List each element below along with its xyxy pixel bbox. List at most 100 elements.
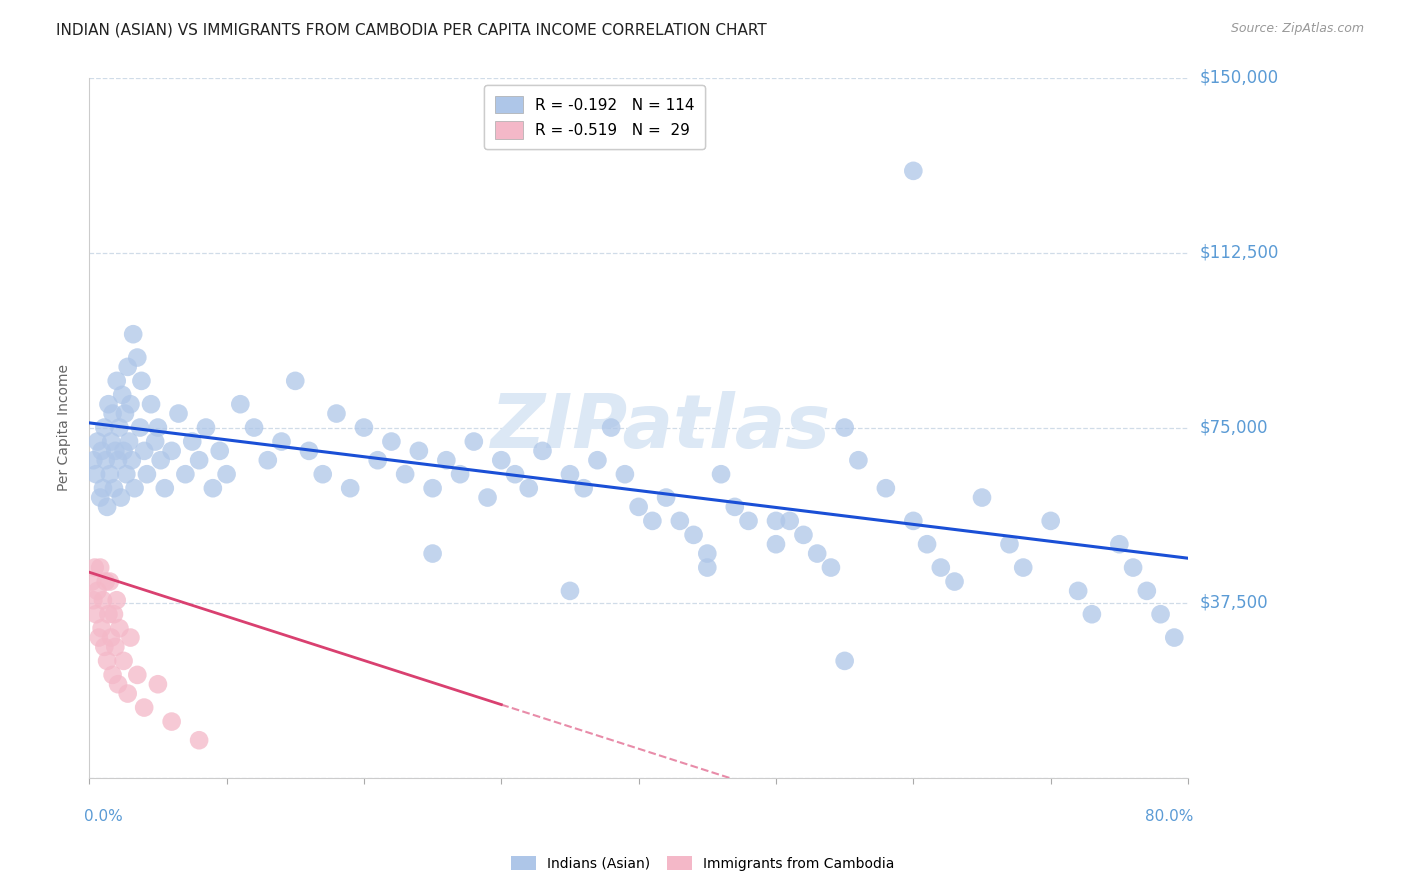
Point [834, 420, 856, 434]
Point [93, 640, 115, 654]
Point [613, 467, 636, 482]
Point [669, 514, 692, 528]
Point [1136, 583, 1159, 598]
Point [1081, 607, 1104, 622]
Point [111, 388, 134, 402]
Point [174, 467, 197, 482]
Point [765, 514, 787, 528]
Point [108, 420, 131, 434]
Point [96, 654, 118, 668]
Point [153, 481, 176, 495]
Point [943, 574, 966, 589]
Point [84, 607, 107, 622]
Point [98, 467, 121, 482]
Point [434, 453, 457, 467]
Point [380, 434, 402, 449]
Point [367, 453, 389, 467]
Point [848, 453, 870, 467]
Point [103, 481, 125, 495]
Point [86, 583, 108, 598]
Point [127, 668, 149, 682]
Legend: Indians (Asian), Immigrants from Cambodia: Indians (Asian), Immigrants from Cambodi… [506, 850, 900, 876]
Point [1067, 583, 1090, 598]
Point [89, 560, 111, 574]
Point [970, 491, 993, 505]
Point [94, 453, 117, 467]
Point [477, 491, 499, 505]
Point [96, 500, 118, 514]
Point [1163, 631, 1185, 645]
Point [97, 607, 120, 622]
Y-axis label: Per Capita Income: Per Capita Income [58, 364, 72, 491]
Point [107, 453, 129, 467]
Point [188, 733, 211, 747]
Point [93, 420, 115, 434]
Point [181, 434, 204, 449]
Point [97, 397, 120, 411]
Point [101, 407, 124, 421]
Point [463, 434, 485, 449]
Point [98, 574, 121, 589]
Point [834, 654, 856, 668]
Point [517, 481, 540, 495]
Text: $112,500: $112,500 [1199, 244, 1278, 261]
Point [903, 164, 925, 178]
Point [89, 491, 111, 505]
Point [188, 453, 211, 467]
Point [765, 537, 787, 551]
Point [339, 481, 361, 495]
Point [903, 514, 925, 528]
Point [284, 374, 307, 388]
Point [820, 560, 842, 574]
Text: 0.0%: 0.0% [84, 809, 122, 824]
Point [627, 500, 650, 514]
Point [103, 607, 125, 622]
Point [449, 467, 471, 482]
Point [353, 420, 375, 434]
Point [101, 668, 124, 682]
Point [146, 677, 169, 691]
Point [1108, 537, 1130, 551]
Point [84, 467, 107, 482]
Point [82, 453, 104, 467]
Point [104, 640, 127, 654]
Point [90, 621, 112, 635]
Point [696, 560, 718, 574]
Point [90, 443, 112, 458]
Point [1149, 607, 1171, 622]
Point [325, 407, 347, 421]
Point [167, 407, 190, 421]
Point [105, 374, 128, 388]
Point [875, 481, 897, 495]
Point [160, 443, 183, 458]
Point [83, 560, 105, 574]
Text: INDIAN (ASIAN) VS IMMIGRANTS FROM CAMBODIA PER CAPITA INCOME CORRELATION CHART: INDIAN (ASIAN) VS IMMIGRANTS FROM CAMBOD… [56, 22, 768, 37]
Point [491, 453, 513, 467]
Point [149, 453, 172, 467]
Point [91, 481, 114, 495]
Point [118, 434, 141, 449]
Point [91, 593, 114, 607]
Point [129, 420, 152, 434]
Point [134, 700, 156, 714]
Point [779, 514, 801, 528]
Point [82, 593, 104, 607]
Point [558, 583, 581, 598]
Point [139, 397, 162, 411]
Point [108, 621, 131, 635]
Point [115, 467, 138, 482]
Point [117, 359, 139, 374]
Point [134, 443, 156, 458]
Text: Source: ZipAtlas.com: Source: ZipAtlas.com [1230, 22, 1364, 36]
Point [586, 453, 609, 467]
Point [80, 574, 103, 589]
Point [121, 453, 143, 467]
Text: $37,500: $37,500 [1199, 593, 1268, 612]
Text: $150,000: $150,000 [1199, 69, 1278, 87]
Point [105, 593, 128, 607]
Point [422, 481, 444, 495]
Point [1012, 560, 1035, 574]
Point [600, 420, 623, 434]
Text: $75,000: $75,000 [1199, 418, 1268, 436]
Point [104, 443, 127, 458]
